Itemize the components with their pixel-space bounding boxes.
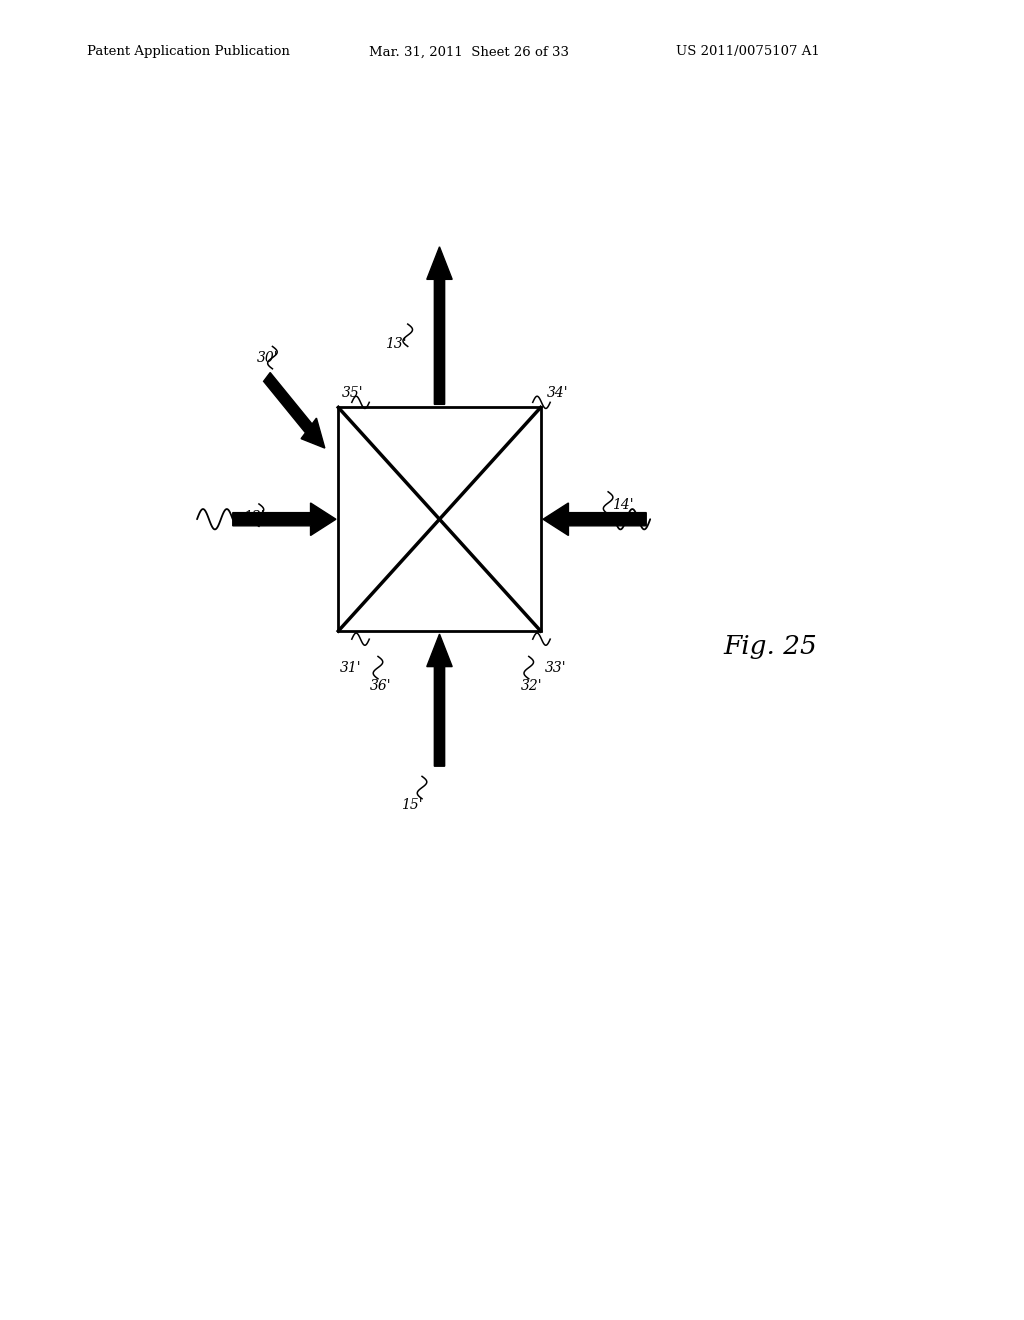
Text: 31': 31' (340, 661, 361, 675)
FancyArrow shape (427, 247, 453, 404)
Text: 33': 33' (545, 661, 566, 675)
Text: 13': 13' (385, 338, 408, 351)
FancyArrow shape (232, 503, 336, 536)
Text: 35': 35' (342, 387, 364, 400)
Bar (338, 408, 541, 631)
Text: 32': 32' (521, 678, 543, 693)
Text: Mar. 31, 2011  Sheet 26 of 33: Mar. 31, 2011 Sheet 26 of 33 (369, 45, 568, 58)
Text: 14': 14' (612, 498, 634, 512)
Text: 36': 36' (370, 678, 391, 693)
FancyArrow shape (427, 634, 453, 766)
FancyArrow shape (263, 372, 325, 447)
Text: Fig. 25: Fig. 25 (723, 635, 817, 660)
FancyArrow shape (543, 503, 646, 536)
Text: 34': 34' (547, 387, 568, 400)
Text: 30': 30' (257, 351, 279, 364)
Text: 15': 15' (401, 797, 423, 812)
Text: 12': 12' (243, 511, 264, 524)
Text: Patent Application Publication: Patent Application Publication (87, 45, 290, 58)
Text: US 2011/0075107 A1: US 2011/0075107 A1 (676, 45, 819, 58)
